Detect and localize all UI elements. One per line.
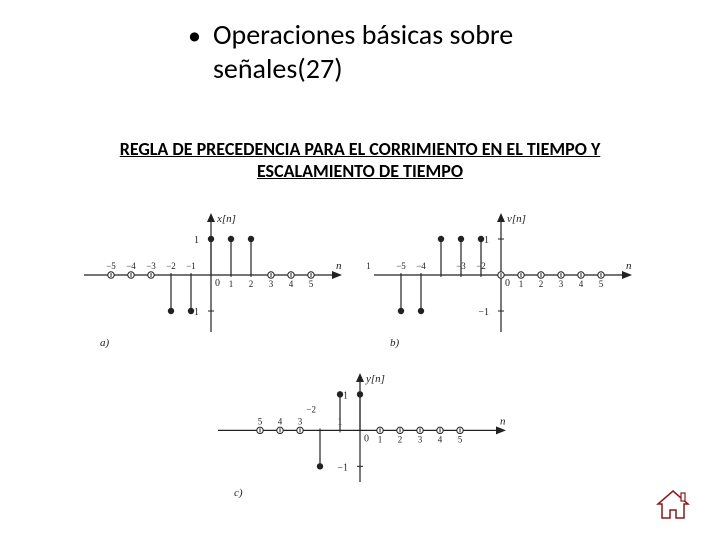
svg-text:3: 3 xyxy=(418,434,423,444)
stem-plot-c: y[n]n1−105431−212345c) xyxy=(210,370,510,500)
subtitle: REGLA DE PRECEDENCIA PARA EL CORRIMIENTO… xyxy=(0,138,720,182)
svg-text:−5: −5 xyxy=(106,261,116,271)
svg-text:c): c) xyxy=(234,487,243,499)
svg-text:x[n]: x[n] xyxy=(216,213,236,225)
svg-text:3: 3 xyxy=(269,279,274,289)
stem-plot-b: v[n]n1−10−5−4−3−2−112345b) xyxy=(366,210,636,350)
svg-text:−1: −1 xyxy=(366,261,371,271)
svg-text:0: 0 xyxy=(215,278,220,289)
svg-text:−3: −3 xyxy=(146,261,156,271)
title-text: Operaciones básicas sobre señales(27) xyxy=(213,18,608,86)
svg-text:4: 4 xyxy=(289,279,294,289)
svg-text:−4: −4 xyxy=(416,261,426,271)
svg-text:1: 1 xyxy=(484,235,489,246)
svg-text:4: 4 xyxy=(438,434,443,444)
svg-text:5: 5 xyxy=(599,279,604,289)
svg-text:1: 1 xyxy=(378,434,383,444)
slide-title: • Operaciones básicas sobre señales(27) xyxy=(188,18,608,86)
svg-text:−5: −5 xyxy=(396,261,406,271)
svg-text:1: 1 xyxy=(343,390,348,401)
svg-text:−1: −1 xyxy=(186,261,196,271)
svg-text:4: 4 xyxy=(579,279,584,289)
svg-text:−2: −2 xyxy=(306,404,316,414)
svg-text:5: 5 xyxy=(458,434,463,444)
title-bullet: • xyxy=(188,18,201,52)
svg-text:y[n]: y[n] xyxy=(365,373,385,385)
svg-text:−1: −1 xyxy=(478,307,489,318)
svg-text:0: 0 xyxy=(364,433,369,444)
svg-text:v[n]: v[n] xyxy=(507,213,526,225)
svg-text:n: n xyxy=(626,260,632,272)
svg-text:1: 1 xyxy=(229,279,234,289)
subtitle-line2: ESCALAMIENTO DE TIEMPO xyxy=(70,160,650,182)
svg-text:a): a) xyxy=(100,337,110,349)
subtitle-line1: REGLA DE PRECEDENCIA PARA EL CORRIMIENTO… xyxy=(120,138,601,160)
svg-text:−4: −4 xyxy=(126,261,136,271)
svg-text:3: 3 xyxy=(559,279,564,289)
svg-text:n: n xyxy=(500,415,506,427)
plots-row-2: y[n]n1−105431−212345c) xyxy=(210,370,510,500)
svg-text:2: 2 xyxy=(398,434,403,444)
svg-text:1: 1 xyxy=(194,235,199,246)
plots-row-1: x[n] n 1 −1 0 −5 −4 −3 −2 −1 1 2 3 4 5 a) v[n] n 1 −1 0 −5 −4… xyxy=(76,210,636,350)
svg-text:n: n xyxy=(336,260,342,272)
svg-text:0: 0 xyxy=(505,278,510,289)
svg-text:2: 2 xyxy=(539,279,544,289)
svg-text:4: 4 xyxy=(278,416,283,426)
svg-text:3: 3 xyxy=(298,416,303,426)
stem-plot-a: x[n]n1−10−5−4−3−2−112345a) xyxy=(76,210,346,350)
svg-text:5: 5 xyxy=(258,416,263,426)
svg-text:5: 5 xyxy=(309,279,314,289)
svg-text:−1: −1 xyxy=(337,462,348,473)
svg-text:b): b) xyxy=(390,337,400,349)
svg-text:−2: −2 xyxy=(166,261,176,271)
home-icon[interactable] xyxy=(654,488,692,522)
svg-text:2: 2 xyxy=(249,279,254,289)
svg-text:1: 1 xyxy=(519,279,524,289)
